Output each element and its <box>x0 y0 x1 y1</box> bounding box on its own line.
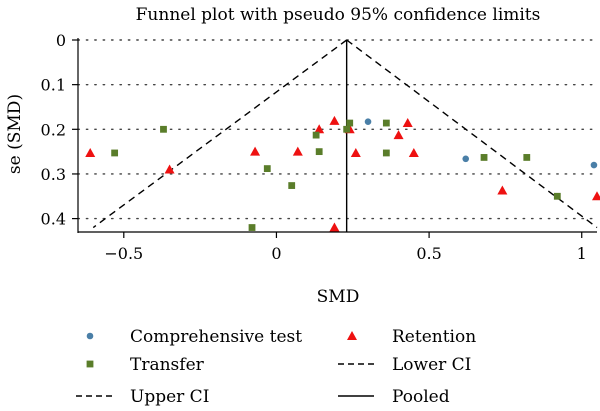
legend-label-transfer: Transfer <box>130 355 205 375</box>
legend-swatch-transfer <box>86 360 94 368</box>
point-transfer <box>111 149 119 157</box>
point-transfer <box>382 119 390 127</box>
point-comprehensive-test <box>364 118 372 126</box>
gridlines <box>77 39 598 220</box>
chart-title: Funnel plot with pseudo 95% confidence l… <box>136 5 541 25</box>
point-retention <box>402 118 413 128</box>
y-tick-label: 0.3 <box>41 165 66 184</box>
point-retention <box>250 146 261 156</box>
x-tick-label: −0.5 <box>104 244 143 263</box>
point-transfer <box>382 149 390 157</box>
y-axis-label: se (SMD) <box>5 94 25 174</box>
legend-swatch-retention <box>347 331 357 340</box>
point-retention <box>329 115 340 125</box>
point-retention <box>329 222 340 232</box>
point-transfer <box>315 148 323 156</box>
point-transfer <box>248 224 256 231</box>
point-comprehensive-test <box>462 155 470 163</box>
point-retention <box>164 164 175 174</box>
y-tick-label: 0.2 <box>41 120 66 139</box>
point-transfer <box>288 182 296 189</box>
ci-lines <box>92 39 598 232</box>
legend-label-comprehensive-test: Comprehensive test <box>130 327 302 347</box>
point-transfer <box>523 154 531 161</box>
point-retention <box>314 124 325 134</box>
point-retention <box>292 146 303 156</box>
axes: 0 0.1 0.2 0.3 0.4 −0.5 0 0.5 1 <box>41 31 597 263</box>
point-retention <box>393 130 404 140</box>
y-tick-label: 0.1 <box>41 76 66 95</box>
legend-swatch-comprehensive-test <box>86 332 94 340</box>
point-retention <box>85 147 96 157</box>
legend-label-upper-ci: Upper CI <box>130 387 209 407</box>
legend-label-lower-ci: Lower CI <box>392 355 471 375</box>
point-transfer <box>346 119 354 127</box>
point-retention <box>408 147 419 157</box>
legend-label-pooled: Pooled <box>392 387 450 407</box>
point-retention <box>592 191 600 201</box>
x-axis-label: SMD <box>317 287 360 307</box>
point-transfer <box>553 192 561 200</box>
x-tick-label: 0.5 <box>416 244 441 263</box>
point-transfer <box>160 125 167 133</box>
point-retention <box>497 185 508 195</box>
point-comprehensive-test <box>590 161 598 169</box>
y-tick-label: 0 <box>56 31 66 50</box>
legend-label-retention: Retention <box>392 327 476 347</box>
point-transfer <box>480 154 488 161</box>
y-tick-label: 0.4 <box>41 210 66 229</box>
data-points <box>85 115 600 232</box>
legend: Comprehensive test Retention Transfer Lower… <box>76 327 476 407</box>
line-lower-ci <box>92 39 348 229</box>
point-transfer <box>343 125 351 133</box>
point-transfer <box>263 165 271 172</box>
x-tick-label: 0 <box>271 244 281 263</box>
line-upper-ci <box>346 39 598 229</box>
x-tick-label: 1 <box>577 244 587 263</box>
point-retention <box>350 147 361 157</box>
point-transfer <box>312 131 320 139</box>
